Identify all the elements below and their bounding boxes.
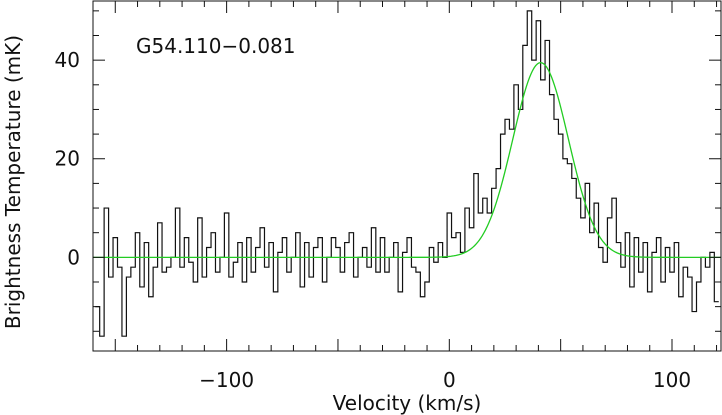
x-tick-label: 0 [443,368,456,392]
y-tick-label: 0 [67,245,80,269]
x-tick-label: −100 [199,368,254,392]
y-axis-label: Brightness Temperature (mK) [1,35,25,329]
source-annotation: G54.110−0.081 [136,34,296,58]
x-tick-label: 100 [653,368,691,392]
plot-frame [92,0,722,352]
axes: −100 0 100 0 20 40 [55,0,722,392]
spectrum-step-line [95,10,719,337]
y-tick-label: 40 [55,48,80,72]
y-tick-label: 20 [55,147,80,171]
gaussian-fit-line [93,61,721,258]
plot-area [93,10,721,337]
x-axis-label: Velocity (km/s) [333,391,482,415]
